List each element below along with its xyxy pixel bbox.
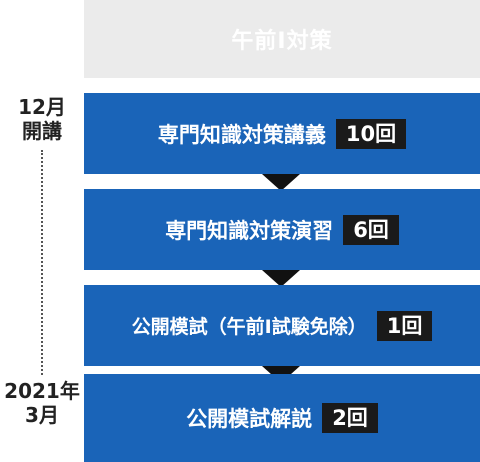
start-caption: 開講 bbox=[22, 119, 62, 143]
step-exercise: 専門知識対策演習 6回 bbox=[84, 189, 480, 270]
arrow-down-icon bbox=[262, 270, 300, 287]
step-mock-exam-review: 公開模試解説 2回 bbox=[84, 374, 480, 462]
timeline-dotted-line bbox=[41, 150, 43, 375]
step-label: 専門知識対策講義 bbox=[157, 122, 326, 147]
step-label: 公開模試解説 bbox=[186, 407, 313, 431]
start-date-label: 12月 開講 bbox=[0, 95, 84, 143]
end-date-label: 2021年 3月 bbox=[0, 379, 84, 427]
count-badge: 10回 bbox=[335, 118, 407, 149]
step-label: 公開模試（午前Ⅰ試験免除） bbox=[131, 316, 367, 338]
end-year: 2021年 bbox=[4, 379, 80, 403]
arrow-down-icon bbox=[262, 174, 300, 191]
count-badge: 1回 bbox=[376, 310, 433, 341]
step-lecture: 専門知識対策講義 10回 bbox=[84, 93, 480, 174]
step-label: 専門知識対策演習 bbox=[165, 218, 334, 243]
header-title: 午前Ⅰ対策 bbox=[231, 29, 333, 54]
count-badge: 2回 bbox=[322, 403, 378, 433]
header-block: 午前Ⅰ対策 bbox=[84, 0, 480, 78]
count-badge: 6回 bbox=[343, 214, 399, 245]
step-mock-exam: 公開模試（午前Ⅰ試験免除） 1回 bbox=[84, 285, 480, 366]
end-month: 3月 bbox=[25, 403, 59, 427]
start-month: 12月 bbox=[18, 95, 66, 119]
